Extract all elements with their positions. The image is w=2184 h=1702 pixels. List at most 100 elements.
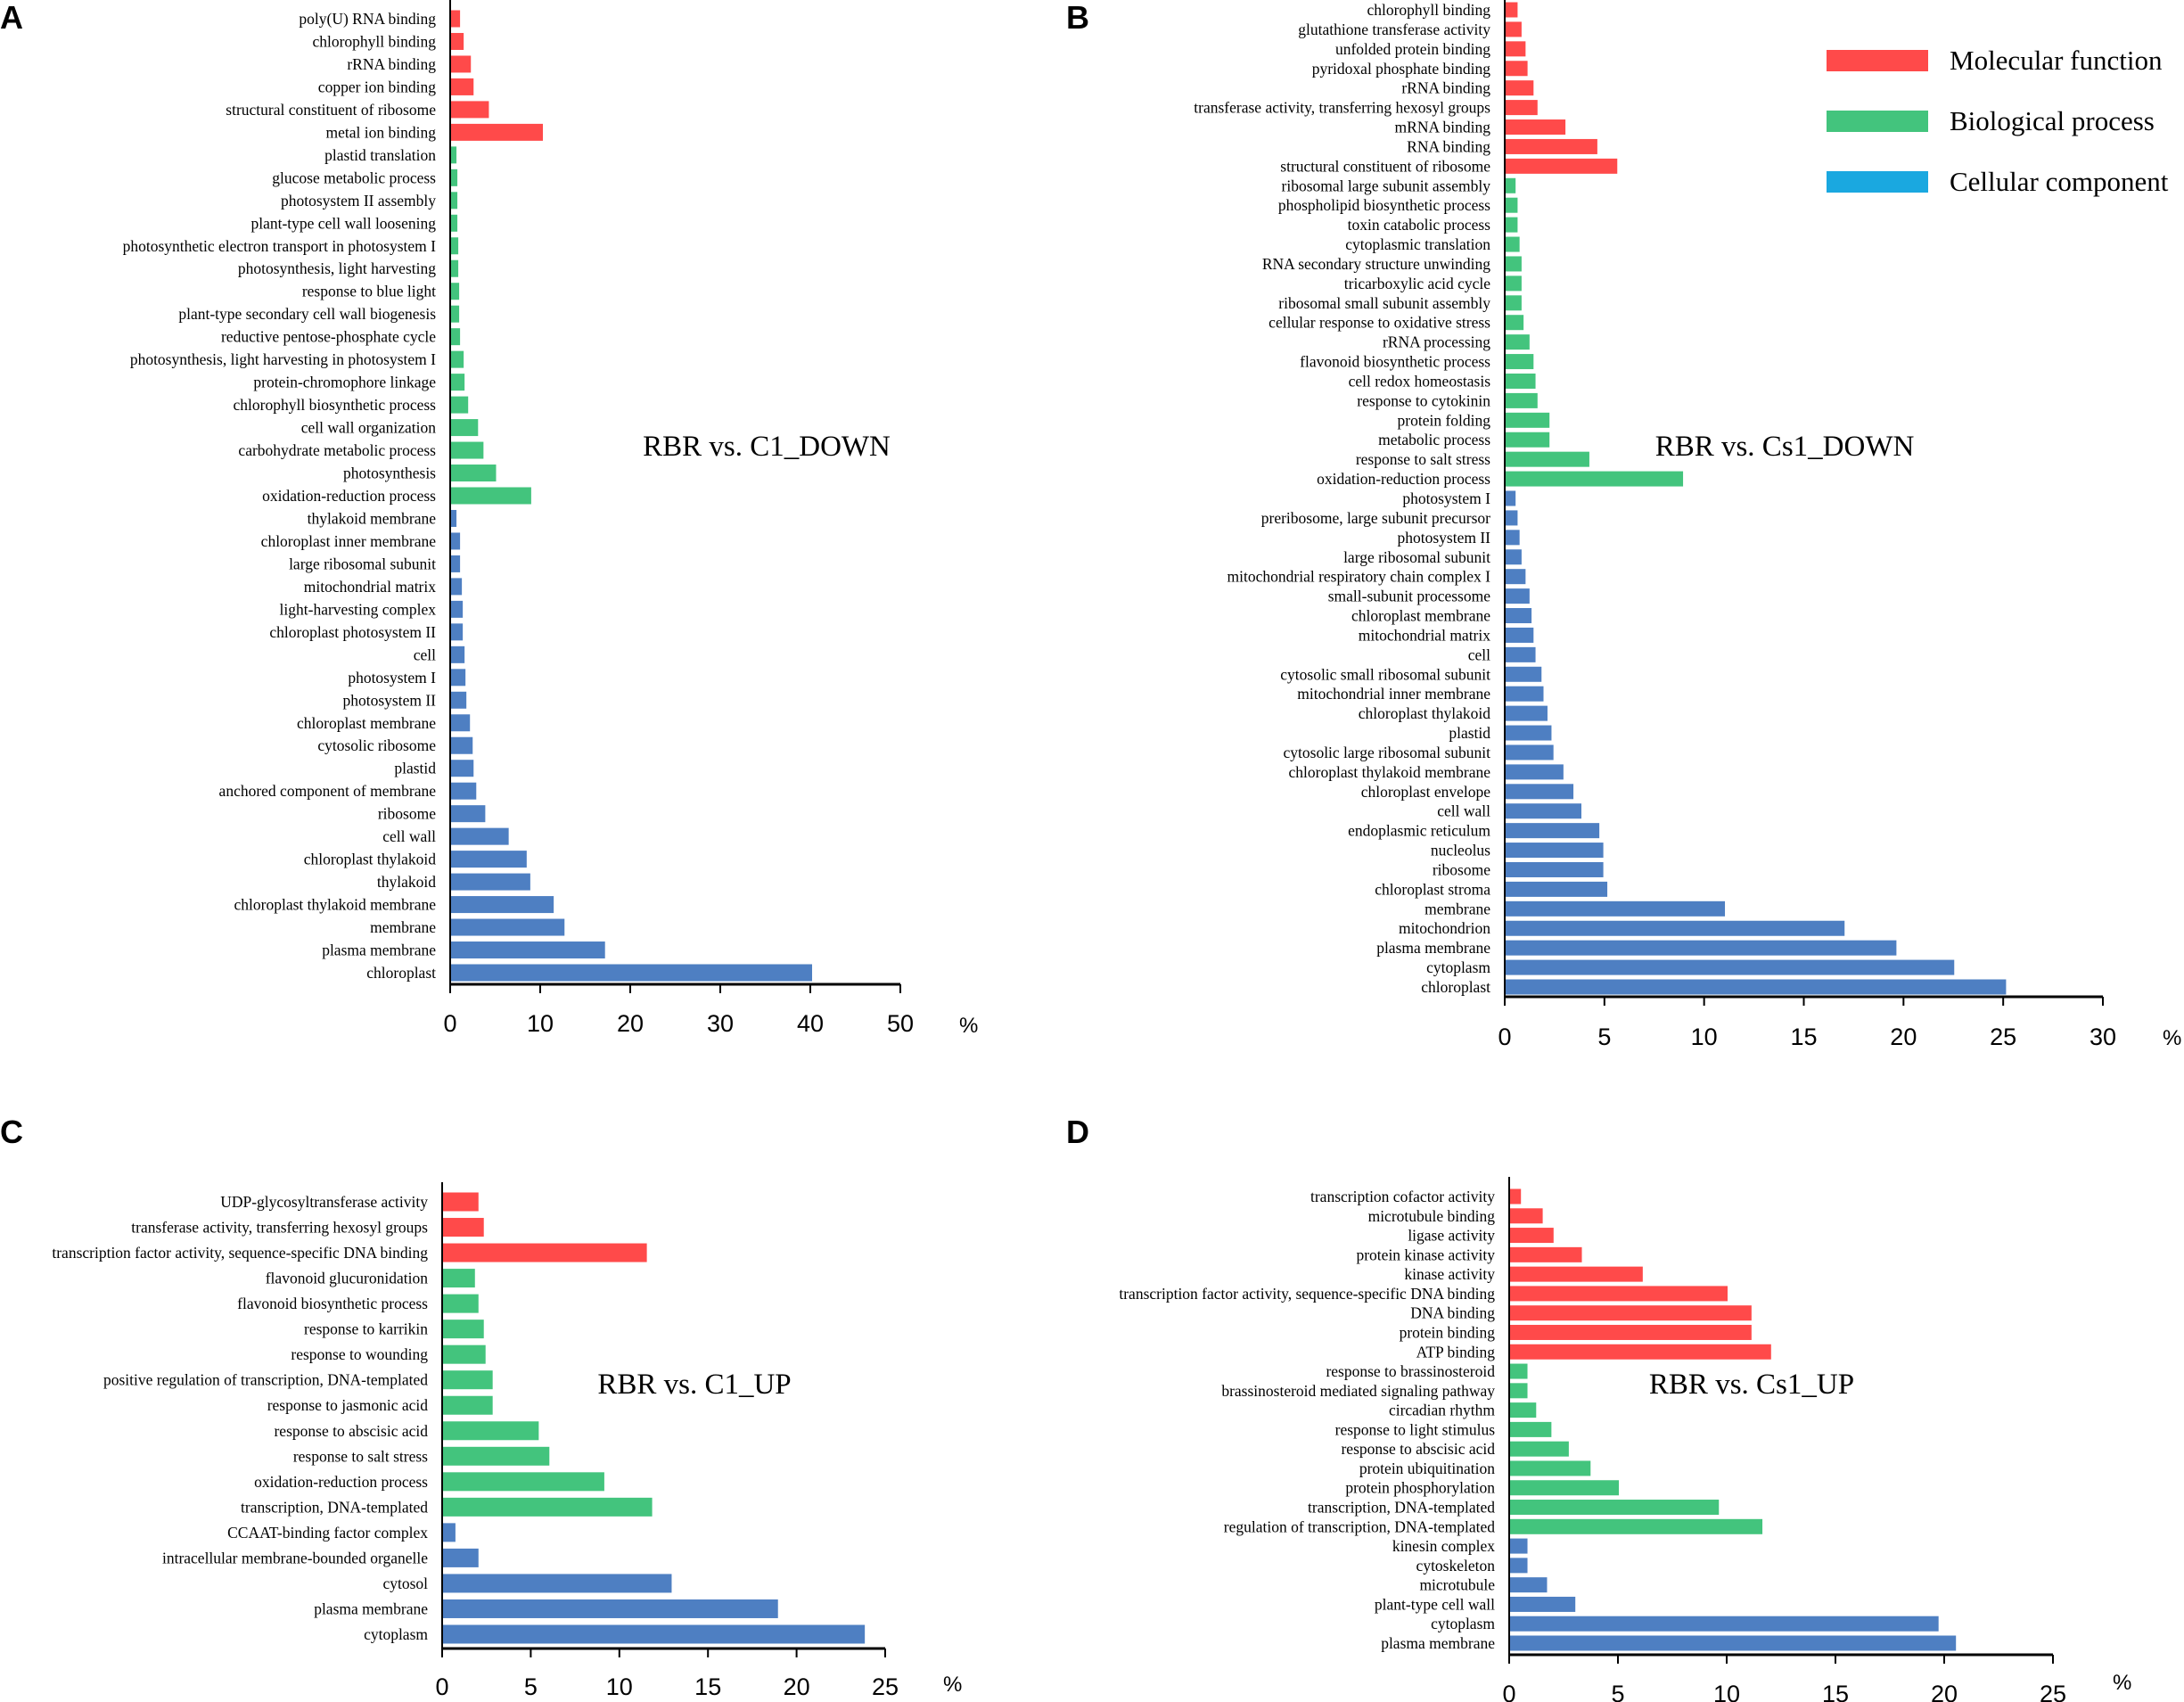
category-label: cytoplasm xyxy=(1426,958,1490,976)
category-label: poly(U) RNA binding xyxy=(299,10,436,28)
category-label: chloroplast xyxy=(366,964,436,982)
category-label: plasma membrane xyxy=(1381,1634,1495,1652)
legend-label: Molecular function xyxy=(1950,45,2163,76)
category-label: chlorophyll binding xyxy=(1367,1,1490,19)
bar xyxy=(1506,666,1542,682)
category-label: chloroplast inner membrane xyxy=(261,532,437,550)
category-label: mitochondrial respiratory chain complex … xyxy=(1227,568,1491,586)
x-axis-unit: % xyxy=(2163,1026,2181,1050)
category-label: structural constituent of ribosome xyxy=(1280,157,1490,175)
bar xyxy=(451,169,458,186)
category-label: protein ubiquitination xyxy=(1359,1459,1495,1477)
x-tick-label: 15 xyxy=(694,1673,721,1700)
bar xyxy=(1510,1518,1763,1534)
bar xyxy=(1510,1305,1752,1321)
panel-letter: B xyxy=(1066,0,1089,36)
bar xyxy=(451,600,464,618)
category-label: regulation of transcription, DNA-templat… xyxy=(1224,1517,1495,1535)
category-label: cytoplasmic translation xyxy=(1345,235,1490,253)
category-label: metal ion binding xyxy=(326,123,437,141)
x-tick-label: 30 xyxy=(707,1010,734,1037)
category-label: cell redox homeostasis xyxy=(1349,372,1491,390)
bar xyxy=(451,32,464,50)
bar xyxy=(451,350,464,368)
bar xyxy=(451,896,554,914)
category-label: large ribosomal subunit xyxy=(1343,548,1490,566)
category-label: phospholipid biosynthetic process xyxy=(1278,196,1490,214)
bar xyxy=(451,532,461,550)
category-label: mitochondrion xyxy=(1399,919,1490,937)
bar xyxy=(451,714,471,732)
x-tick-label: 10 xyxy=(1713,1681,1740,1702)
category-label: mitochondrial matrix xyxy=(304,578,436,596)
bar xyxy=(451,78,474,95)
bar xyxy=(1506,646,1536,662)
bar xyxy=(451,578,463,596)
category-label: cell xyxy=(1468,645,1490,663)
category-label: glucose metabolic process xyxy=(272,169,436,186)
bar xyxy=(443,1574,672,1593)
category-label: RNA binding xyxy=(1407,137,1490,155)
category-label: ribosome xyxy=(378,805,436,823)
bar xyxy=(1506,100,1538,116)
x-axis-unit: % xyxy=(2113,1671,2131,1695)
category-label: structural constituent of ribosome xyxy=(226,101,436,119)
bar xyxy=(451,123,544,141)
category-label: anchored component of membrane xyxy=(219,782,437,800)
category-label: transcription factor activity, sequence-… xyxy=(1119,1285,1495,1303)
panel-letter: D xyxy=(1066,1114,1089,1150)
panel-letter: C xyxy=(0,1114,23,1150)
bar xyxy=(1510,1324,1752,1340)
category-label: oxidation-reduction process xyxy=(262,487,436,505)
bar xyxy=(1506,119,1566,136)
bar xyxy=(1510,1460,1591,1476)
bar xyxy=(451,55,472,73)
category-label: membrane xyxy=(370,918,436,936)
category-label: cytosolic large ribosomal subunit xyxy=(1284,744,1491,761)
bar xyxy=(443,1395,493,1415)
category-label: photosystem I xyxy=(1402,489,1490,507)
category-label: intracellular membrane-bounded organelle xyxy=(162,1549,428,1566)
category-label: mRNA binding xyxy=(1395,119,1491,136)
category-label: transcription, DNA-templated xyxy=(1308,1499,1495,1517)
category-label: chloroplast membrane xyxy=(297,714,436,732)
category-label: circadian rhythm xyxy=(1389,1402,1495,1419)
bar xyxy=(451,192,458,210)
bar xyxy=(1506,920,1845,936)
x-axis-unit: % xyxy=(943,1673,962,1697)
bar xyxy=(1510,1383,1528,1399)
category-label: plastid xyxy=(394,760,436,777)
bar xyxy=(451,396,469,414)
bar xyxy=(1506,373,1536,389)
category-label: chloroplast thylakoid xyxy=(304,851,436,868)
bar xyxy=(443,1370,493,1390)
x-tick-label: 40 xyxy=(797,1010,824,1037)
bar xyxy=(1510,1266,1643,1282)
bar xyxy=(443,1218,484,1237)
bar xyxy=(1506,471,1684,487)
bar xyxy=(1506,392,1538,408)
bar xyxy=(443,1624,866,1644)
x-tick-label: 15 xyxy=(1790,1024,1817,1050)
x-tick-label: 20 xyxy=(1931,1681,1958,1702)
bar xyxy=(443,1294,479,1313)
bar xyxy=(443,1192,479,1212)
category-label: transcription factor activity, sequence-… xyxy=(52,1244,428,1262)
category-label: oxidation-reduction process xyxy=(1317,470,1490,488)
category-label: plasma membrane xyxy=(1376,939,1490,957)
category-label: flavonoid glucuronidation xyxy=(266,1270,429,1287)
category-label: cytoplasm xyxy=(1431,1615,1495,1632)
category-label: chlorophyll biosynthetic process xyxy=(234,396,437,414)
x-tick-label: 20 xyxy=(1890,1024,1917,1050)
bar xyxy=(1510,1596,1576,1612)
bar xyxy=(1506,197,1518,213)
category-label: thylakoid membrane xyxy=(308,509,437,527)
category-label: chloroplast thylakoid xyxy=(1359,704,1490,722)
x-tick-label: 25 xyxy=(872,1673,899,1700)
bar xyxy=(1506,764,1564,780)
category-label: chloroplast stroma xyxy=(1375,880,1490,898)
bar xyxy=(1506,256,1522,272)
bar xyxy=(443,1548,479,1567)
category-label: plant-type cell wall loosening xyxy=(250,214,436,232)
